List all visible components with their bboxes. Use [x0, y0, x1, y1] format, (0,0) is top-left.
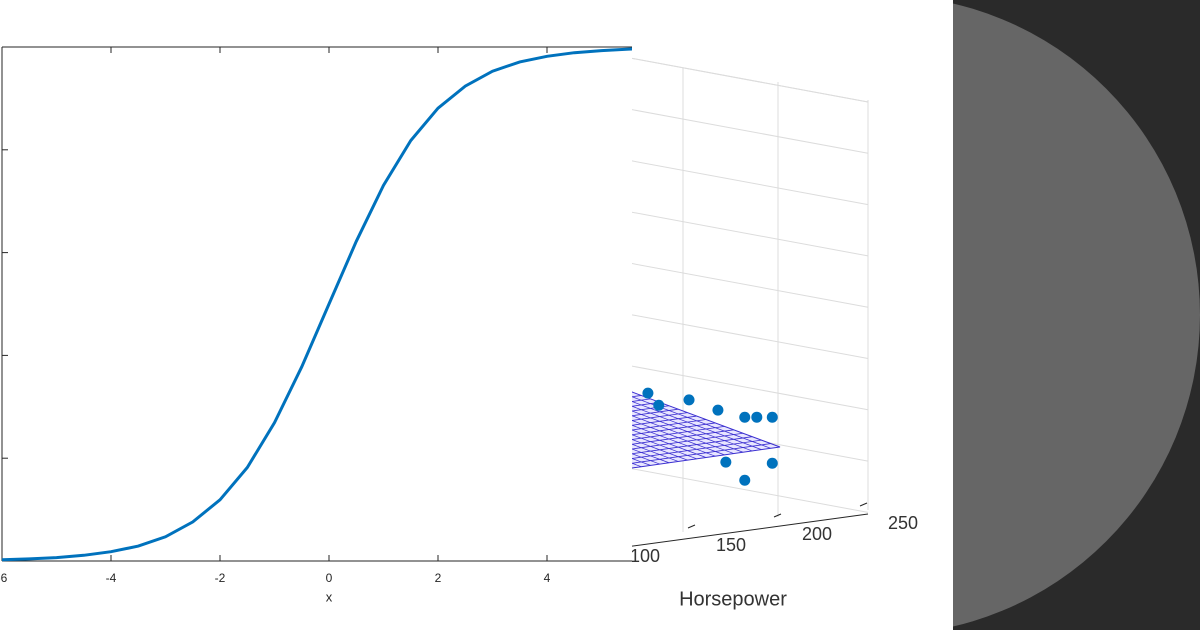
x-tick-label: 2 — [435, 571, 442, 585]
x-tick — [859, 502, 868, 507]
mesh-line — [632, 429, 734, 445]
mesh-line — [632, 396, 771, 449]
grid-line — [632, 211, 869, 257]
mesh-line — [632, 453, 660, 465]
mesh-line — [632, 401, 660, 407]
mesh-line — [632, 401, 762, 450]
grid-line — [632, 314, 869, 359]
x-axis — [632, 513, 869, 547]
grid-line — [632, 468, 869, 513]
sigmoid-panel: -6-4-20246x — [0, 46, 632, 604]
x-tick-label: -2 — [215, 571, 226, 585]
mesh-line — [632, 422, 716, 436]
x-tick — [773, 513, 782, 518]
x-tick-label: 0 — [326, 571, 333, 585]
mesh-line — [632, 410, 744, 453]
mesh-line — [632, 405, 670, 412]
data-point — [739, 474, 751, 486]
grid-line — [632, 160, 869, 206]
grid-line — [632, 109, 869, 154]
grid-line — [632, 263, 869, 308]
mesh-line — [632, 439, 688, 461]
mesh-line — [632, 415, 697, 426]
x-tick-label: 100 — [630, 546, 660, 566]
x-tick-label: 150 — [716, 535, 746, 555]
mesh-line — [632, 439, 762, 459]
grid-line — [632, 365, 869, 411]
mesh-line — [632, 405, 753, 452]
data-point — [766, 457, 778, 469]
mesh-line — [632, 429, 707, 458]
mesh-line — [632, 420, 725, 456]
plane-fill — [632, 391, 781, 469]
mesh-line — [632, 419, 707, 431]
x-tick-label: -4 — [106, 571, 117, 585]
mesh-line — [632, 434, 697, 460]
mesh-line — [632, 443, 771, 464]
data-point — [751, 411, 763, 423]
mesh-line — [632, 425, 725, 440]
x-axis-label: x — [326, 589, 333, 604]
x-tick — [687, 524, 696, 529]
regression-panel: 100 150 200 250 Horsepower — [630, 57, 918, 610]
data-point — [720, 456, 732, 468]
mesh-line — [632, 448, 670, 464]
data-point — [642, 387, 654, 399]
mesh-line — [632, 424, 716, 457]
sigmoid-curve — [1, 47, 632, 562]
mesh-line — [632, 408, 679, 417]
x-tick-label: 200 — [802, 524, 832, 544]
circle — [953, 3, 1200, 627]
regression-plane — [632, 391, 781, 469]
mesh-line — [632, 412, 688, 421]
data-point — [739, 411, 751, 423]
decor-panel — [953, 0, 1200, 630]
grid-line — [632, 57, 869, 103]
data-point — [712, 404, 724, 416]
x-tick-label: -6 — [0, 571, 8, 585]
mesh-line — [632, 443, 679, 462]
data-point — [766, 411, 778, 423]
mesh-line — [632, 415, 734, 454]
data-point — [683, 394, 695, 406]
x-axis-label: Horsepower — [679, 588, 787, 610]
x-tick-label: 250 — [888, 513, 918, 533]
mesh-line — [632, 432, 744, 450]
x-tick-label: 4 — [544, 571, 551, 585]
data-point — [653, 399, 665, 411]
mesh-line — [632, 436, 753, 455]
